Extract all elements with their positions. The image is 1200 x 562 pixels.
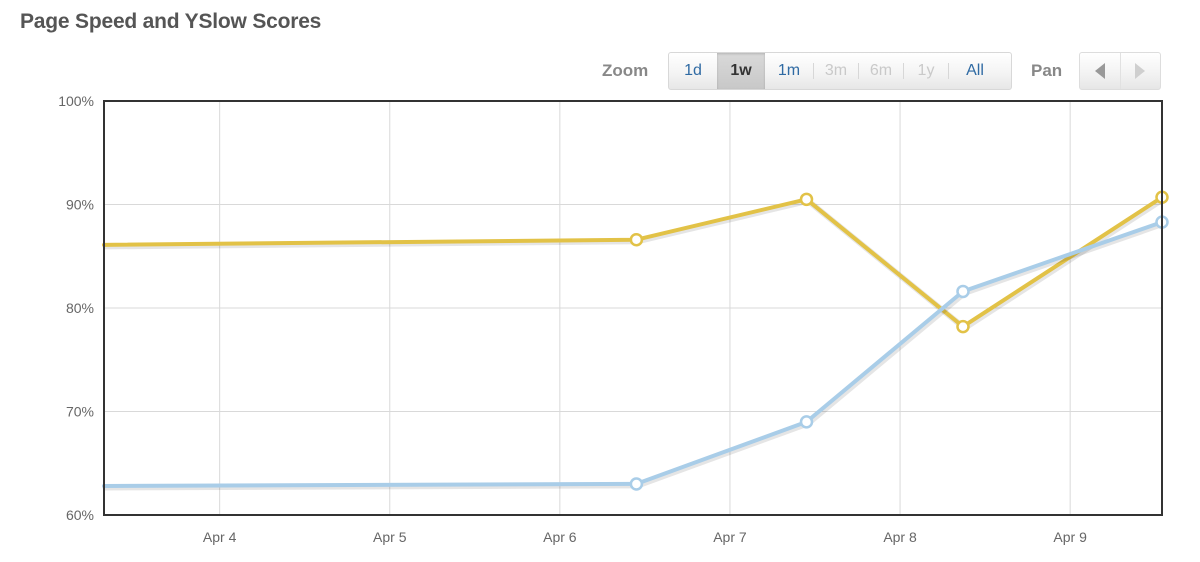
y-axis-tick-label: 90%: [66, 197, 94, 213]
pan-right-button[interactable]: [1119, 53, 1161, 89]
plot-frame: [103, 100, 1163, 516]
y-axis-tick-label: 100%: [58, 93, 94, 109]
zoom-3m-button: 3m: [824, 62, 848, 79]
chart-title: Page Speed and YSlow Scores: [20, 10, 322, 33]
series-point-marker: [629, 232, 644, 247]
x-axis-tick-label: Apr 5: [373, 529, 407, 545]
series-point-marker: [799, 192, 814, 207]
x-axis-tick-label: Apr 4: [203, 529, 237, 545]
chevron-left-icon: [1094, 63, 1105, 79]
x-axis-tick-label: Apr 8: [883, 529, 917, 545]
chevron-right-icon: [1135, 63, 1146, 79]
zoom-1w-button[interactable]: 1w: [717, 53, 765, 89]
zoom-divider: [858, 63, 859, 79]
zoom-1m-button[interactable]: 1m: [777, 62, 801, 79]
pan-button-group: [1079, 52, 1161, 90]
zoom-1d-button[interactable]: 1d: [684, 62, 702, 79]
pan-label: Pan: [1031, 61, 1063, 80]
y-axis-tick-label: 70%: [66, 404, 94, 420]
y-axis-tick-label: 60%: [66, 507, 94, 523]
x-axis-tick-label: Apr 7: [713, 529, 747, 545]
pan-left-button[interactable]: [1080, 53, 1120, 89]
series-point-marker: [956, 319, 970, 334]
x-axis-tick-label: Apr 9: [1053, 529, 1087, 545]
y-axis-tick-label: 80%: [66, 300, 94, 316]
zoom-1y-button: 1y: [917, 62, 935, 79]
zoom-divider: [903, 63, 904, 79]
series-point-marker: [799, 415, 814, 429]
zoom-label: Zoom: [602, 61, 649, 80]
zoom-divider: [948, 63, 949, 79]
zoom-6m-button: 6m: [869, 62, 893, 79]
zoom-all-button[interactable]: All: [966, 62, 984, 79]
series-point-marker: [629, 477, 644, 491]
zoom-divider: [813, 63, 814, 79]
x-axis-tick-label: Apr 6: [543, 529, 577, 545]
zoom-button-group: 1d 1w 1m 3m 6m 1y All: [668, 52, 1012, 90]
series-point-marker: [956, 284, 970, 299]
